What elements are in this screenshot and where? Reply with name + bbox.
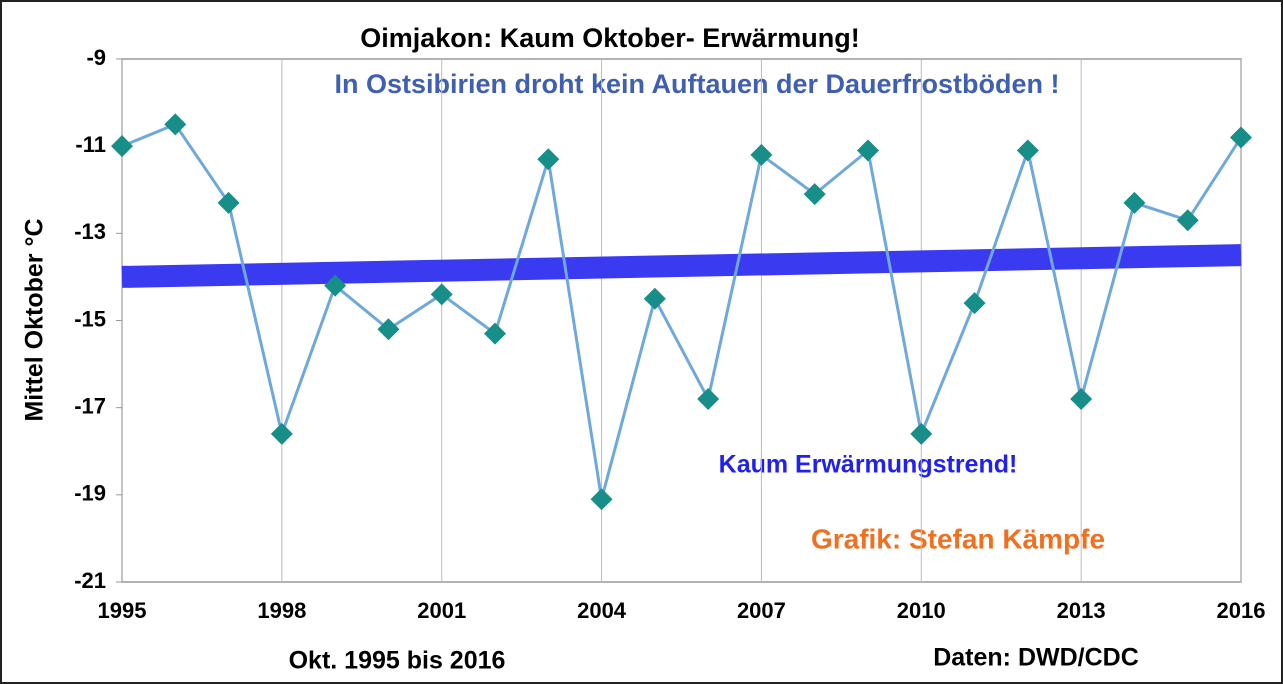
- marker: [1016, 139, 1039, 162]
- marker: [697, 387, 720, 410]
- marker: [1070, 387, 1093, 410]
- y-tick-label: -17: [74, 393, 106, 418]
- x-tick-label: 1995: [98, 598, 147, 623]
- x-tick-label: 2010: [897, 598, 946, 623]
- chart-title: Oimjakon: Kaum Oktober- Erwärmung!: [360, 23, 860, 53]
- y-tick-label: -11: [75, 132, 106, 157]
- marker: [910, 422, 933, 445]
- marker: [857, 139, 879, 162]
- x-tick-label: 1998: [257, 598, 306, 623]
- marker: [1123, 191, 1146, 214]
- marker: [164, 113, 187, 136]
- annotation: Kaum Erwärmungstrend!: [719, 451, 1018, 479]
- x-tick-label: 2013: [1057, 598, 1106, 623]
- marker: [484, 322, 506, 345]
- x-axis-label: Okt. 1995 bis 2016: [289, 647, 506, 675]
- y-axis-label: Mittel Oktober °C: [21, 218, 49, 421]
- marker: [270, 422, 293, 445]
- x-tick-label: 2007: [737, 598, 786, 623]
- marker: [803, 183, 826, 206]
- trend-line: [121, 244, 1242, 288]
- x-tick-label: 2004: [577, 598, 627, 623]
- y-tick-label: -15: [74, 306, 106, 331]
- marker: [643, 287, 666, 310]
- marker: [217, 191, 240, 214]
- x-tick-label: 2001: [417, 598, 466, 623]
- source: Daten: DWD/CDC: [933, 644, 1139, 672]
- marker: [1176, 209, 1199, 232]
- marker: [377, 318, 400, 341]
- marker: [324, 274, 347, 297]
- marker: [963, 292, 986, 315]
- marker: [750, 143, 773, 166]
- series-line: [121, 122, 1243, 500]
- marker: [111, 135, 133, 158]
- marker: [430, 283, 453, 306]
- annotation: Grafik: Stefan Kämpfe: [811, 523, 1105, 554]
- x-tick-label: 2016: [1217, 598, 1266, 623]
- y-tick-label: -21: [74, 568, 106, 593]
- y-tick-label: -13: [74, 219, 106, 244]
- subtitle: In Ostsibirien droht kein Auftauen der D…: [334, 69, 1059, 99]
- marker: [1230, 126, 1252, 149]
- y-tick-label: -19: [74, 481, 106, 506]
- marker: [537, 148, 560, 171]
- marker: [590, 488, 613, 511]
- y-tick-label: -9: [86, 45, 106, 70]
